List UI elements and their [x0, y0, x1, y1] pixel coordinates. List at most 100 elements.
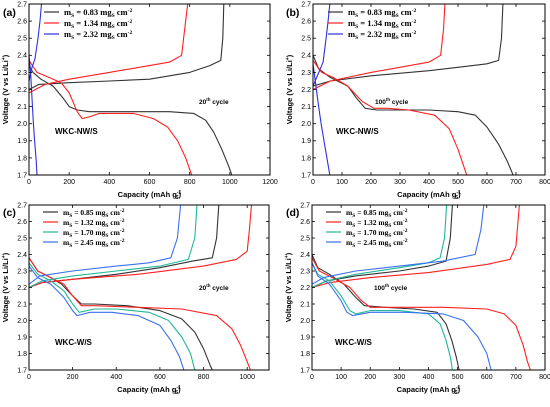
- cycle-label: 20th cycle: [199, 97, 229, 106]
- y-tick-label: 1.8: [17, 351, 27, 358]
- y-tick-label: 2.7: [301, 1, 311, 8]
- y-tick-label: 2.4: [300, 252, 310, 259]
- series-2-charge-line: [313, 4, 331, 87]
- legend-entry: mS = 1.34 mgS cm-2: [64, 18, 132, 30]
- x-tick-label: 200: [364, 374, 376, 381]
- series-2-charge-line: [29, 205, 198, 288]
- y-axis-title: Voltage (V vs Li/Li+): [1, 252, 10, 322]
- y-tick-label: 2.1: [301, 104, 311, 111]
- y-tick-label: 1.7: [17, 367, 27, 374]
- series-1-discharge-line: [29, 60, 193, 175]
- y-tick-label: 2.2: [17, 285, 27, 292]
- y-tick-label: 2.2: [301, 87, 311, 94]
- y-tick-label: 2.5: [301, 36, 311, 43]
- y-tick-label: 1.8: [300, 351, 310, 358]
- x-tick-label: 600: [144, 179, 156, 186]
- x-tick-label: 600: [481, 374, 493, 381]
- x-tick-label: 400: [423, 179, 435, 186]
- y-axis-title: Voltage (V vs Li/Li+): [284, 252, 293, 322]
- series-2-discharge-line: [312, 262, 453, 370]
- legend-entry: mS = 1.32 mgS cm-2: [63, 218, 125, 229]
- y-tick-label: 1.7: [301, 172, 311, 179]
- x-tick-label: 0: [27, 374, 31, 381]
- y-tick-label: 2.1: [300, 301, 310, 308]
- x-tick-label: 500: [452, 179, 464, 186]
- y-tick-label: 2.3: [301, 70, 311, 77]
- x-tick-label: 400: [423, 374, 435, 381]
- x-axis-title: Capacity (mAh g-1 S): [117, 385, 181, 396]
- panel-label: (a): [3, 7, 16, 19]
- x-tick-label: 1200: [262, 179, 278, 186]
- series-0-discharge-line: [313, 55, 514, 175]
- panel-label: (b): [286, 7, 299, 19]
- y-tick-label: 2.7: [300, 202, 310, 209]
- series-1-charge-line: [313, 4, 446, 90]
- x-tick-label: 200: [365, 179, 377, 186]
- x-tick-label: 800: [539, 374, 550, 381]
- x-tick-label: 100: [335, 374, 347, 381]
- sample-label: WKC-W/S: [335, 338, 373, 347]
- x-tick-label: 1000: [239, 374, 255, 381]
- y-tick-label: 2.0: [17, 121, 27, 128]
- y-axis-title: Voltage (V vs Li/Li+): [285, 54, 294, 124]
- y-axis-title: Voltage (V vs Li/Li+): [1, 54, 10, 124]
- legend-entry: mS = 2.32 mgS cm-2: [64, 29, 132, 41]
- x-tick-label: 800: [198, 374, 210, 381]
- x-tick-label: 600: [481, 179, 493, 186]
- chart-panel-d: 1.7 1.8 1.9 2.0 2.1 2.2 2.3 2.4 2.5 2.6 2.7 0 100 200…: [284, 202, 550, 396]
- sample-label: WKC-NW/S: [55, 127, 98, 136]
- y-tick-label: 1.7: [300, 367, 310, 374]
- x-tick-label: 100: [336, 179, 348, 186]
- x-tick-label: 0: [310, 374, 314, 381]
- x-tick-label: 200: [67, 374, 79, 381]
- chart-panel-c: 1.7 1.8 1.9 2.0 2.1 2.2 2.3 2.4 2.5 2.6 2.7 0 200 400…: [1, 202, 270, 396]
- x-tick-label: 400: [110, 374, 122, 381]
- series-1-charge-line: [312, 205, 520, 289]
- y-tick-label: 1.9: [300, 334, 310, 341]
- x-axis-title: Capacity (mAh g-1 S): [397, 385, 461, 396]
- y-tick-label: 2.3: [17, 268, 27, 275]
- series-2-charge-line: [29, 4, 43, 82]
- y-tick-label: 2.6: [300, 219, 310, 226]
- cycle-label: 20th cycle: [199, 283, 229, 292]
- sample-label: WKC-W/S: [55, 338, 93, 347]
- y-tick-label: 2.1: [17, 104, 27, 111]
- x-tick-label: 1000: [222, 179, 238, 186]
- y-tick-label: 1.8: [17, 155, 27, 162]
- y-tick-label: 1.8: [301, 155, 311, 162]
- panel-label: (c): [3, 207, 16, 219]
- y-tick-label: 2.0: [17, 318, 27, 325]
- x-axis-title: Capacity (mAh g-1 S): [397, 190, 461, 201]
- legend-entry: mS = 0.83 mgS cm-2: [64, 7, 132, 19]
- series-0-charge-line: [29, 4, 225, 90]
- series-3-charge-line: [312, 205, 485, 285]
- y-tick-label: 2.5: [300, 235, 310, 242]
- y-tick-label: 2.2: [300, 285, 310, 292]
- x-tick-label: 300: [394, 374, 406, 381]
- y-tick-label: 2.4: [17, 252, 27, 259]
- series-2-discharge-line: [29, 262, 196, 370]
- x-tick-label: 500: [452, 374, 464, 381]
- cycle-label: 100th cycle: [375, 97, 409, 106]
- y-tick-label: 2.4: [301, 53, 311, 60]
- legend-entry: mS = 1.70 mgS cm-2: [63, 228, 125, 239]
- cycle-label: 100th cycle: [374, 283, 408, 292]
- y-tick-label: 2.1: [17, 301, 27, 308]
- legend-entry: mS = 1.70 mgS cm-2: [346, 228, 408, 239]
- x-tick-label: 0: [311, 179, 315, 186]
- x-tick-label: 700: [510, 179, 522, 186]
- panel-label: (d): [286, 207, 299, 219]
- chart-panel-b: 1.7 1.8 1.9 2.0 2.1 2.2 2.3 2.4 2.5 2.6 2.7 0 100 200…: [285, 1, 550, 201]
- y-tick-label: 2.0: [300, 318, 310, 325]
- y-tick-label: 1.9: [301, 138, 311, 145]
- series-0-charge-line: [313, 4, 504, 87]
- sample-label: WKC-NW/S: [336, 127, 379, 136]
- series-0-discharge-line: [29, 65, 233, 175]
- y-tick-label: 2.3: [17, 70, 27, 77]
- x-tick-label: 0: [27, 179, 31, 186]
- y-tick-label: 2.5: [17, 235, 27, 242]
- y-tick-label: 2.6: [17, 219, 27, 226]
- y-tick-label: 2.3: [300, 268, 310, 275]
- legend-entry: mS = 2.32 mgS cm-2: [348, 29, 416, 41]
